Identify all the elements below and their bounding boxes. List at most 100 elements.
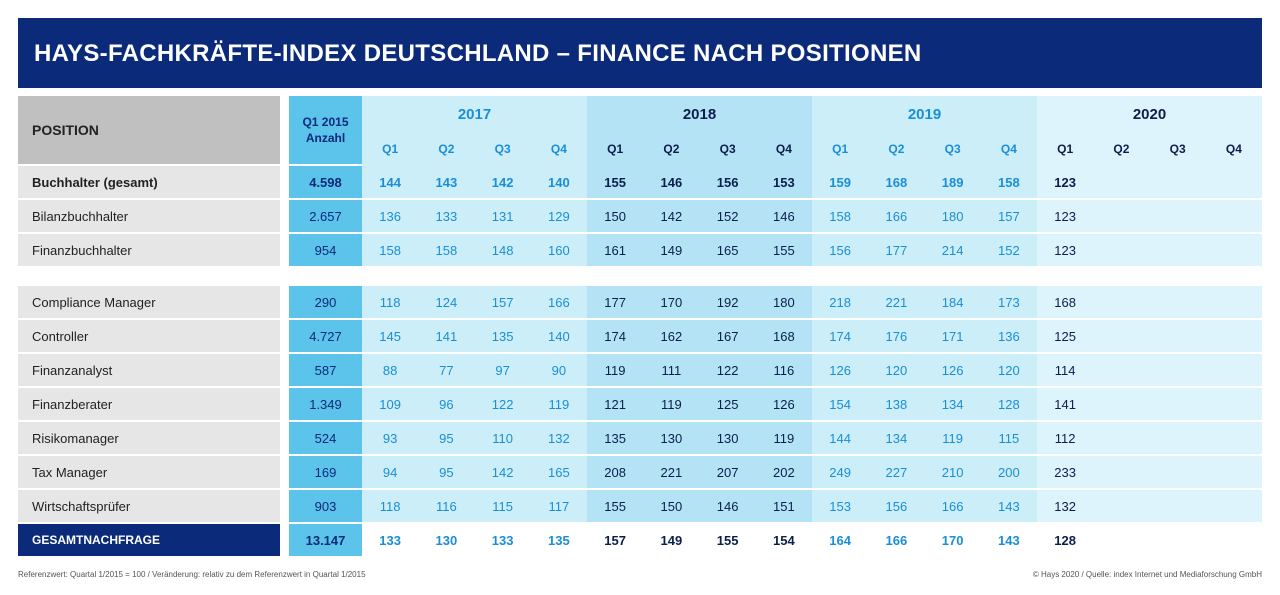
year-column-bg	[1037, 286, 1262, 524]
table-row-3-value: 166	[548, 294, 570, 310]
year-block-2019	[812, 96, 1037, 166]
total-row-label: GESAMTNACHFRAGE	[18, 524, 280, 556]
table-row-0-value: 155	[604, 174, 626, 190]
year-header-2020: 2020	[1132, 105, 1167, 123]
title-bar: HAYS-FACHKRÄFTE-INDEX DEUTSCHLAND – FINA…	[18, 18, 1262, 88]
footer-reference-note: Referenzwert: Quartal 1/2015 = 100 / Ver…	[18, 570, 366, 579]
table-row-5-value	[1150, 354, 1206, 386]
table-row-8-label: Tax Manager	[18, 456, 280, 488]
quarter-header: Q1	[1057, 142, 1074, 156]
table-row-6-value: 128	[998, 396, 1020, 412]
row-separator	[18, 386, 1262, 388]
q1-2015-header: Q1 2015 Anzahl	[289, 96, 362, 164]
footer-copyright: © Hays 2020 / Quelle: index Internet und…	[1032, 570, 1262, 579]
table-row-8-value: 227	[885, 464, 908, 480]
table-row-9-q1-2015: 903	[289, 490, 362, 522]
table-row-0-value	[1206, 166, 1262, 198]
table-row-4-value: 140	[548, 328, 570, 344]
table-row-6-value	[1206, 388, 1262, 420]
table-row-5-value: 97	[495, 362, 510, 378]
quarter-header: Q2	[1113, 142, 1130, 156]
table-row-8-value: 207	[716, 464, 739, 480]
table-row-8-value	[1093, 456, 1149, 488]
table-row-0-value: 156	[716, 174, 739, 190]
table-row-7-value: 112	[1054, 430, 1076, 446]
table-row-0-label: Buchhalter (gesamt)	[18, 166, 280, 198]
year-column-bg	[812, 286, 1037, 524]
table-row-3-value	[1093, 286, 1149, 318]
table-row-7-value: 110	[492, 430, 513, 446]
total-row-value: 170	[941, 532, 964, 548]
table-row-4-value: 167	[716, 328, 739, 344]
quarter-header: Q4	[775, 142, 792, 156]
table-row-7-value	[1093, 422, 1149, 454]
table-row-1-value: 136	[379, 208, 401, 224]
table-row-8-value: 208	[604, 464, 626, 480]
table-row-5-value: 126	[829, 362, 851, 378]
table-row-2-value: 177	[885, 242, 908, 258]
table-row-7-value: 130	[660, 430, 683, 446]
table-row-0-value: 189	[941, 174, 964, 190]
table-row-1-value: 157	[998, 208, 1020, 224]
row-separator	[18, 352, 1262, 354]
table-row-7-value: 144	[829, 430, 851, 446]
table-row-0-value: 146	[660, 174, 683, 190]
table-row-2-value: 158	[435, 242, 458, 258]
table-row-2-value	[1150, 234, 1206, 266]
year-header-2019: 2019	[907, 105, 942, 123]
row-separator	[18, 556, 1262, 558]
table-row-7-label: Risikomanager	[18, 422, 280, 454]
table-row-6-value: 122	[491, 396, 514, 412]
table-row-4-value: 135	[491, 328, 514, 344]
row-separator	[18, 488, 1262, 490]
table-row-4-value: 125	[1054, 328, 1076, 344]
table-row-1-value: 166	[885, 208, 908, 224]
table-row-0-value: 123	[1054, 174, 1076, 190]
table-row-5-value: 90	[551, 362, 567, 378]
table-row-1-value: 180	[941, 208, 964, 224]
quarter-header: Q2	[438, 142, 455, 156]
table-row-4-q1-2015: 4.727	[289, 320, 362, 352]
total-row-value: 166	[885, 532, 908, 548]
table-row-2-value: 214	[941, 242, 964, 258]
total-row-value: 155	[716, 532, 739, 548]
table-row-5-value: 119	[604, 362, 626, 378]
table-row-7-value: 132	[548, 430, 570, 446]
row-separator	[18, 318, 1262, 320]
table-row-4-value	[1093, 320, 1149, 352]
table-row-7-value: 95	[439, 430, 454, 446]
quarter-header: Q2	[888, 142, 905, 156]
table-row-3-value: 168	[1054, 294, 1076, 310]
table-row-7-value: 93	[382, 430, 398, 446]
year-column-bg	[362, 286, 587, 524]
table-row-0-value	[1150, 166, 1206, 198]
table-row-3-value: 221	[885, 294, 908, 310]
table-row-2-value: 165	[716, 242, 739, 258]
total-row-value: 143	[998, 532, 1020, 548]
table-row-8-value	[1150, 456, 1206, 488]
table-row-9-value: 116	[436, 498, 457, 514]
table-row-2-value: 156	[829, 242, 851, 258]
quarter-header: Q4	[1000, 142, 1017, 156]
row-separator	[18, 266, 1262, 268]
table-row-3-value: 180	[773, 294, 795, 310]
table-row-2-value: 123	[1054, 242, 1076, 258]
table-row-1-value	[1093, 200, 1149, 232]
table-row-4-value: 168	[773, 328, 795, 344]
table-row-6-value: 138	[885, 396, 908, 412]
table-row-0-value: 142	[491, 174, 514, 190]
table-row-9-value: 146	[716, 498, 739, 514]
quarter-header: Q3	[1169, 142, 1186, 156]
table-row-1-value: 146	[773, 208, 795, 224]
year-header-2018: 2018	[682, 105, 717, 123]
table-row-3-value: 218	[829, 294, 851, 310]
table-row-8-value: 94	[382, 464, 398, 480]
table-row-1-value: 150	[604, 208, 626, 224]
table-row-5-value: 114	[1054, 362, 1076, 378]
total-row-value: 164	[829, 532, 851, 548]
table-row-5-value: 120	[885, 362, 908, 378]
table-row-7-value: 119	[773, 430, 795, 446]
table-row-7-q1-2015: 524	[289, 422, 362, 454]
table-row-8-value: 233	[1054, 464, 1076, 480]
table-row-8-value: 142	[491, 464, 514, 480]
